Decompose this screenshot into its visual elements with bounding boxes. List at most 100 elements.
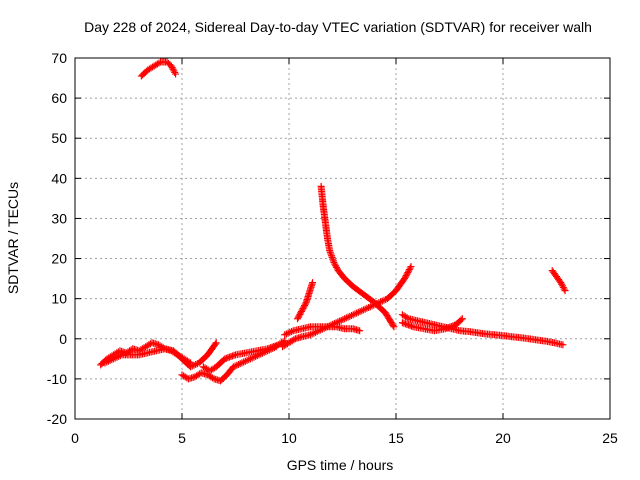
data-point-marker [458,315,466,323]
data-point-marker [110,355,118,363]
y-tick-label: 40 [51,170,67,186]
data-point-marker [111,354,119,362]
data-point-marker [401,275,409,283]
data-point-marker [339,316,347,324]
data-point-marker [231,362,239,370]
data-point-marker [284,329,292,337]
y-tick-label: -10 [47,371,67,387]
data-point-marker [246,355,254,363]
y-tick-label: 10 [51,291,67,307]
data-point-marker [167,62,175,70]
x-axis-label: GPS time / hours [287,457,394,473]
data-point-marker [188,362,196,370]
data-point-marker [308,330,316,338]
data-point-marker [236,360,244,368]
data-point-marker [169,65,177,73]
data-point-marker [347,312,355,320]
data-point-marker [559,341,567,349]
data-point-marker [288,328,296,336]
data-point-marker [378,297,386,305]
data-point-marker [233,361,241,369]
series-arc-3 [137,58,180,80]
data-point-marker [155,59,163,67]
series-arc-4 [178,343,280,385]
data-point-marker [363,304,371,312]
data-point-marker [558,280,566,288]
data-point-marker [101,359,109,367]
series-arc-6 [279,263,415,351]
data-point-marker [403,314,411,322]
data-point-marker [234,360,242,368]
data-point-marker [243,356,251,364]
data-point-marker [356,308,364,316]
data-point-marker [356,327,364,335]
y-axis-label: SDTVAR / TECUs [5,182,21,294]
data-point-marker [331,260,339,268]
data-point-marker [332,262,340,270]
data-point-marker [327,250,335,258]
data-point-marker [353,309,361,317]
data-point-marker [241,357,249,365]
data-point-marker [405,267,413,275]
data-point-marker [238,359,246,367]
data-point-marker [113,353,121,361]
chart-title: Day 228 of 2024, Sidereal Day-to-day VTE… [84,19,592,35]
data-point-marker [341,315,349,323]
data-point-marker [559,283,567,291]
data-point-marker [377,298,385,306]
series-arc-5 [199,337,289,375]
y-tick-label: -20 [47,411,67,427]
data-point-marker [403,270,411,278]
x-tick-label: 20 [495,430,511,446]
data-point-marker [310,329,318,337]
data-point-marker [326,248,334,256]
data-point-marker [240,358,248,366]
series-arc-2 [101,339,220,371]
data-point-marker [342,314,350,322]
data-point-marker [558,282,566,290]
data-point-marker [168,64,176,72]
series-arc-11 [398,315,466,335]
plot-frame [74,57,611,420]
data-point-marker [405,266,413,274]
x-tick-label: 15 [388,430,404,446]
data-point-marker [401,273,409,281]
data-point-marker [344,313,352,321]
data-point-marker [330,259,338,267]
data-point-marker [171,68,179,76]
data-point-marker [337,316,345,324]
data-point-marker [190,361,198,369]
data-point-marker [407,263,415,271]
data-point-marker [406,264,414,272]
data-point-marker [328,253,336,261]
data-point-marker [170,67,178,75]
data-point-marker [211,340,219,348]
data-point-marker [281,331,289,339]
data-point-marker [248,354,256,362]
data-point-marker [245,356,253,364]
data-point-marker [286,328,294,336]
y-tick-label: 60 [51,90,67,106]
axis-ticks: -20 -10 0 10 20 30 40 50 60 70 0 5 10 15 20 25 [47,50,618,446]
data-point-marker [116,352,124,360]
data-point-marker [557,279,565,287]
data-point-marker [365,303,373,311]
data-point-marker [457,316,465,324]
data-point-marker [404,269,412,277]
data-point-marker [106,356,114,364]
data-point-marker [212,339,220,347]
x-tick-label: 10 [281,430,297,446]
data-point-marker [358,307,366,315]
data-point-marker [187,363,195,371]
data-point-marker [402,272,410,280]
data-point-marker [329,257,337,265]
data-point-marker [327,252,335,260]
data-point-marker [351,310,359,318]
grid-lines [75,58,610,419]
data-point-marker [361,305,369,313]
data-point-marker [329,255,337,263]
data-point-marker [282,330,290,338]
series-arc-12 [548,267,569,295]
data-point-marker [346,312,354,320]
